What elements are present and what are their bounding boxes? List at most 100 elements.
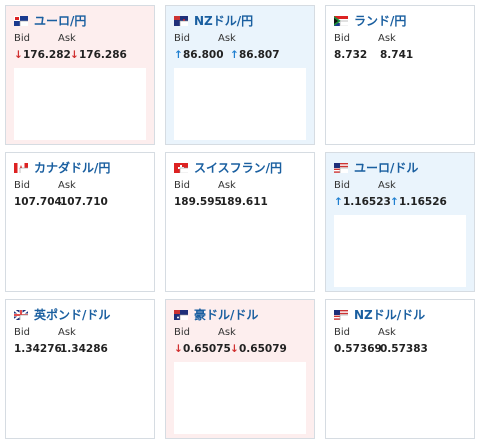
price-values: ↑1.16523↑1.16526	[334, 196, 447, 208]
price-values: 189.595189.611	[174, 196, 268, 208]
pair-title[interactable]: NZドル/円	[194, 13, 254, 28]
price-labels: Bid Ask	[334, 327, 396, 338]
bid-label: Bid	[174, 180, 190, 191]
bid-value: 8.732	[334, 49, 368, 61]
pair-title-link[interactable]: 190189.8189.614:3016:3018:3020:30 スイスフラン…	[174, 159, 306, 232]
ask-arrow-icon: ↓	[230, 343, 239, 355]
flag-icon: 86.886.614:3016:3018:3020:30	[174, 15, 302, 85]
bid-label: Bid	[174, 33, 190, 44]
price-values: 0.573690.57383	[334, 343, 428, 355]
flag-icon: 107.8107.614:3016:3018:3020:30	[14, 162, 146, 232]
bid-value: 189.595	[174, 196, 222, 208]
price-chart[interactable]	[174, 215, 306, 287]
ask-arrow-icon: ↑	[390, 196, 399, 208]
flag-icon: 0.57450.5740.573514:3016:3018:3020:30	[334, 309, 470, 379]
ask-value: 0.57383	[380, 343, 428, 355]
ask-label: Ask	[378, 327, 396, 338]
price-chart[interactable]	[334, 215, 466, 287]
pair-title-link[interactable]: 1.3441.34214:3016:3018:3020:30 英ポンド/ドル	[13, 306, 146, 379]
plot-frame	[179, 314, 285, 368]
flag-icon: 190189.8189.614:3016:3018:3020:30	[174, 162, 306, 232]
pair-title-link[interactable]: 0.6510.650.64914:3016:3018:3020:30 豪ドル/ド…	[174, 306, 306, 379]
price-labels: Bid Ask	[334, 180, 396, 191]
flag-icon: 1.3441.34214:3016:3018:3020:30	[13, 309, 146, 379]
pair-title[interactable]: ランド/円	[354, 13, 407, 28]
plot-frame	[19, 314, 125, 368]
flag-icon: 0.6510.650.64914:3016:3018:3020:30	[174, 309, 306, 379]
ask-value: 107.710	[60, 196, 108, 208]
price-chart[interactable]	[14, 215, 146, 287]
plot-frame	[339, 167, 445, 221]
price-chart[interactable]	[334, 362, 466, 434]
plot-frame	[339, 314, 445, 368]
rate-card[interactable]: 176.4176.2176175.814:3016:3018:3020:30 ユ…	[5, 5, 155, 145]
flag-icon: 1.1661.16514:3016:3018:3020:30	[334, 162, 466, 232]
bid-value: 0.57369	[334, 343, 382, 355]
ask-label: Ask	[378, 33, 396, 44]
price-chart[interactable]	[14, 68, 146, 140]
rate-card[interactable]: 1.3441.34214:3016:3018:3020:30 英ポンド/ドル B…	[5, 299, 155, 439]
price-values: ↓176.282↓176.286	[14, 49, 127, 61]
ask-label: Ask	[58, 327, 76, 338]
bid-value: 1.16523	[343, 196, 391, 208]
pair-title[interactable]: ユーロ/ドル	[354, 160, 419, 175]
ask-label: Ask	[218, 33, 236, 44]
price-chart[interactable]	[174, 68, 306, 140]
pair-title[interactable]: ユーロ/円	[34, 13, 87, 28]
ask-label: Ask	[58, 180, 76, 191]
ask-arrow-icon: ↓	[70, 49, 79, 61]
rate-card[interactable]: 1.1661.16514:3016:3018:3020:30 ユーロ/ドル Bi…	[325, 152, 475, 292]
ask-value: 1.34286	[60, 343, 108, 355]
rate-card[interactable]: 107.8107.614:3016:3018:3020:30 カナダドル/円 B…	[5, 152, 155, 292]
ask-label: Ask	[218, 180, 236, 191]
price-chart[interactable]	[14, 362, 146, 434]
pair-title-link[interactable]: 0.57450.5740.573514:3016:3018:3020:30 NZ…	[334, 306, 470, 379]
price-values: 1.342761.34286	[14, 343, 108, 355]
pair-title-link[interactable]: 107.8107.614:3016:3018:3020:30 カナダドル/円	[14, 159, 146, 232]
ask-label: Ask	[378, 180, 396, 191]
rate-card[interactable]: 8.748.728.714:3016:3018:3020:30 ランド/円 Bi…	[325, 5, 475, 145]
rate-card[interactable]: 86.886.614:3016:3018:3020:30 NZドル/円 Bid A…	[165, 5, 315, 145]
flag-icon: 176.4176.2176175.814:3016:3018:3020:30	[14, 15, 146, 85]
pair-title-link[interactable]: 176.4176.2176175.814:3016:3018:3020:30 ユ…	[14, 12, 146, 85]
pair-title-link[interactable]: 8.748.728.714:3016:3018:3020:30 ランド/円	[334, 12, 462, 85]
rate-card[interactable]: 0.6510.650.64914:3016:3018:3020:30 豪ドル/ド…	[165, 299, 315, 439]
pair-title[interactable]: 英ポンド/ドル	[34, 307, 111, 322]
price-values: ↑86.800 ↑86.807	[174, 49, 280, 61]
price-chart[interactable]	[174, 362, 306, 434]
ask-value: 0.65079	[239, 343, 287, 355]
pair-title[interactable]: NZドル/ドル	[354, 307, 426, 322]
bid-value: 1.34276	[14, 343, 62, 355]
pair-title[interactable]: スイスフラン/円	[194, 160, 283, 175]
price-labels: Bid Ask	[14, 33, 76, 44]
price-values: 8.732 8.741	[334, 49, 413, 61]
rate-card[interactable]: 0.57450.5740.573514:3016:3018:3020:30 NZ…	[325, 299, 475, 439]
ask-value: 8.741	[380, 49, 414, 61]
flag-icon: 8.748.728.714:3016:3018:3020:30	[334, 15, 462, 85]
bid-arrow-icon: ↑	[174, 49, 183, 61]
plot-frame	[19, 20, 125, 74]
bid-label: Bid	[14, 180, 30, 191]
ask-value: 86.807	[239, 49, 280, 61]
price-labels: Bid Ask	[174, 327, 236, 338]
bid-value: 86.800	[183, 49, 224, 61]
ask-arrow-icon: ↑	[230, 49, 239, 61]
rate-card[interactable]: 190189.8189.614:3016:3018:3020:30 スイスフラン…	[165, 152, 315, 292]
pair-title[interactable]: カナダドル/円	[34, 160, 111, 175]
price-values: ↓0.65075↓0.65079	[174, 343, 287, 355]
bid-arrow-icon: ↑	[334, 196, 343, 208]
ask-value: 1.16526	[399, 196, 447, 208]
plot-frame	[179, 167, 285, 221]
price-values: 107.704107.710	[14, 196, 108, 208]
bid-label: Bid	[14, 33, 30, 44]
pair-title-link[interactable]: 1.1661.16514:3016:3018:3020:30 ユーロ/ドル	[334, 159, 466, 232]
bid-arrow-icon: ↓	[14, 49, 23, 61]
pair-title-link[interactable]: 86.886.614:3016:3018:3020:30 NZドル/円	[174, 12, 302, 85]
price-chart[interactable]	[334, 68, 466, 140]
ask-value: 176.286	[79, 49, 127, 61]
pair-title[interactable]: 豪ドル/ドル	[194, 307, 259, 322]
bid-label: Bid	[174, 327, 190, 338]
bid-value: 0.65075	[183, 343, 231, 355]
bid-value: 176.282	[23, 49, 71, 61]
ask-label: Ask	[218, 327, 236, 338]
